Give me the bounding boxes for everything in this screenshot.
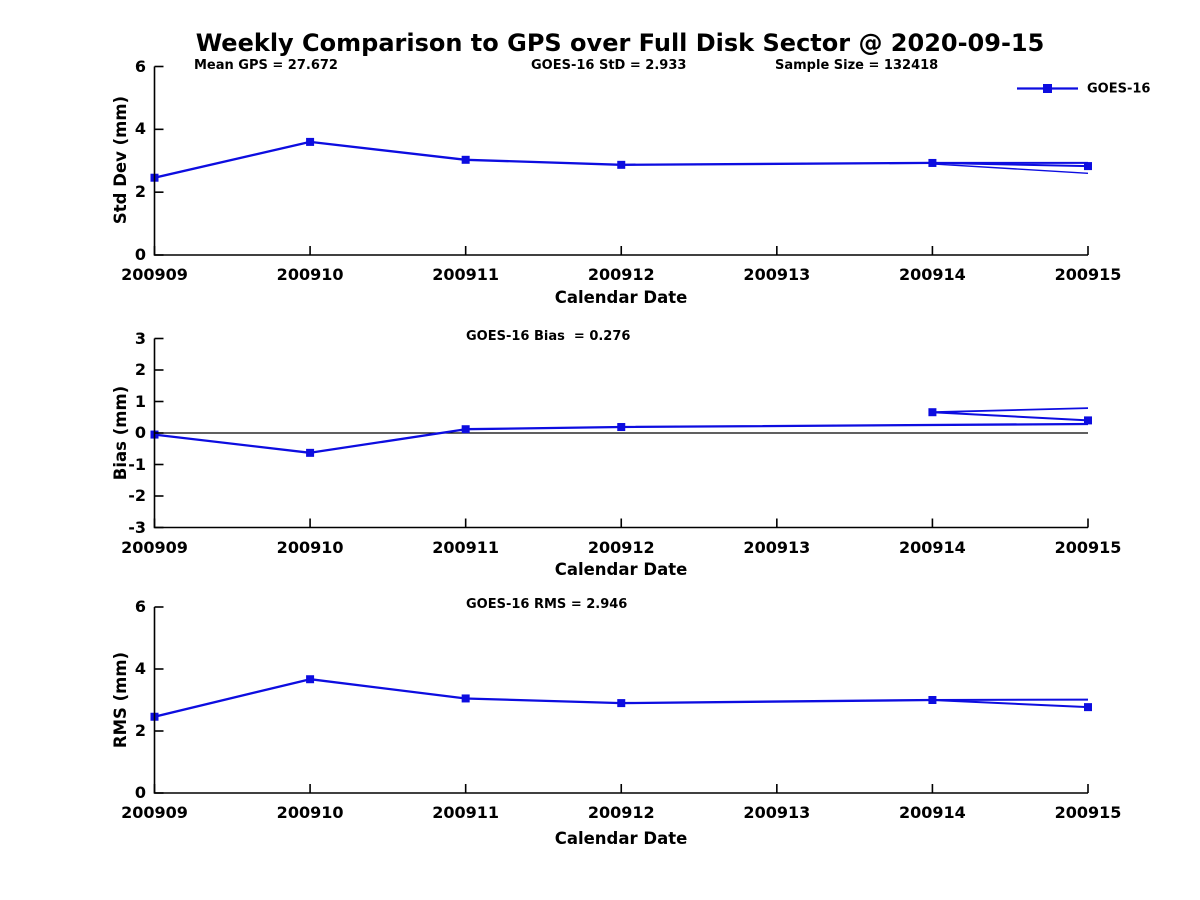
ylabel-rms: RMS (mm) (110, 651, 130, 749)
ylabel-bias: Bias (mm) (110, 385, 130, 481)
y-tick-label: 2 (134, 182, 146, 202)
y-tick-label: 1 (134, 391, 146, 411)
y-tick-label: 0 (134, 245, 146, 264)
x-tick-label: 200912 (587, 803, 655, 822)
y-tick-label: 3 (134, 328, 146, 348)
x-tick-label: 200913 (743, 265, 811, 284)
y-tick-label: -2 (128, 486, 146, 505)
chart-title: Weekly Comparison to GPS over Full Disk … (195, 29, 1045, 57)
x-tick-label: 200911 (432, 538, 500, 557)
annotation-goes16-std: GOES-16 StD = 2.933 (531, 58, 687, 73)
x-tick-label: 200909 (121, 803, 188, 822)
y-tick-label: -3 (128, 517, 146, 537)
x-tick-label: 200911 (432, 265, 500, 284)
y-tick-label: 2 (134, 721, 146, 740)
y-tick-label: 0 (134, 783, 146, 802)
x-tick-label: 200913 (743, 538, 811, 557)
ylabel-std-dev: Std Dev (mm) (110, 95, 130, 225)
annotation-goes16-rms: GOES-16 RMS = 2.946 (466, 597, 628, 612)
y-tick-label: 6 (134, 56, 146, 76)
x-tick-label: 200910 (276, 538, 344, 557)
x-tick-label: 200915 (1054, 265, 1122, 284)
x-tick-label: 200909 (121, 265, 188, 284)
x-tick-label: 200914 (899, 265, 966, 284)
y-tick-label: -1 (128, 454, 146, 474)
xlabel-calendar-date-3: Calendar Date (554, 829, 688, 848)
x-tick-label: 200914 (899, 538, 966, 557)
x-tick-label: 200915 (1054, 538, 1122, 557)
y-tick-label: 4 (134, 119, 146, 139)
y-tick-label: 4 (134, 659, 146, 678)
y-tick-label: 6 (134, 597, 146, 616)
x-tick-label: 200911 (432, 803, 500, 822)
x-tick-label: 200910 (276, 803, 344, 822)
x-tick-label: 200915 (1054, 803, 1122, 822)
x-tick-label: 200914 (899, 803, 966, 822)
annotation-sample-size: Sample Size = 132418 (775, 58, 939, 73)
annotation-goes16-bias: GOES-16 Bias = 0.276 (466, 329, 631, 344)
legend-label: GOES-16 (1087, 81, 1151, 97)
x-tick-label: 200909 (121, 538, 188, 557)
y-tick-label: 0 (134, 423, 146, 442)
x-tick-label: 200912 (587, 265, 655, 284)
xlabel-calendar-date-1: Calendar Date (554, 288, 688, 307)
x-tick-label: 200913 (743, 803, 811, 822)
x-tick-label: 200912 (587, 538, 655, 557)
annotation-mean-gps: Mean GPS = 27.672 (194, 58, 338, 73)
y-tick-label: 2 (134, 360, 146, 379)
xlabel-calendar-date-2: Calendar Date (554, 560, 688, 579)
x-tick-label: 200910 (276, 265, 344, 284)
